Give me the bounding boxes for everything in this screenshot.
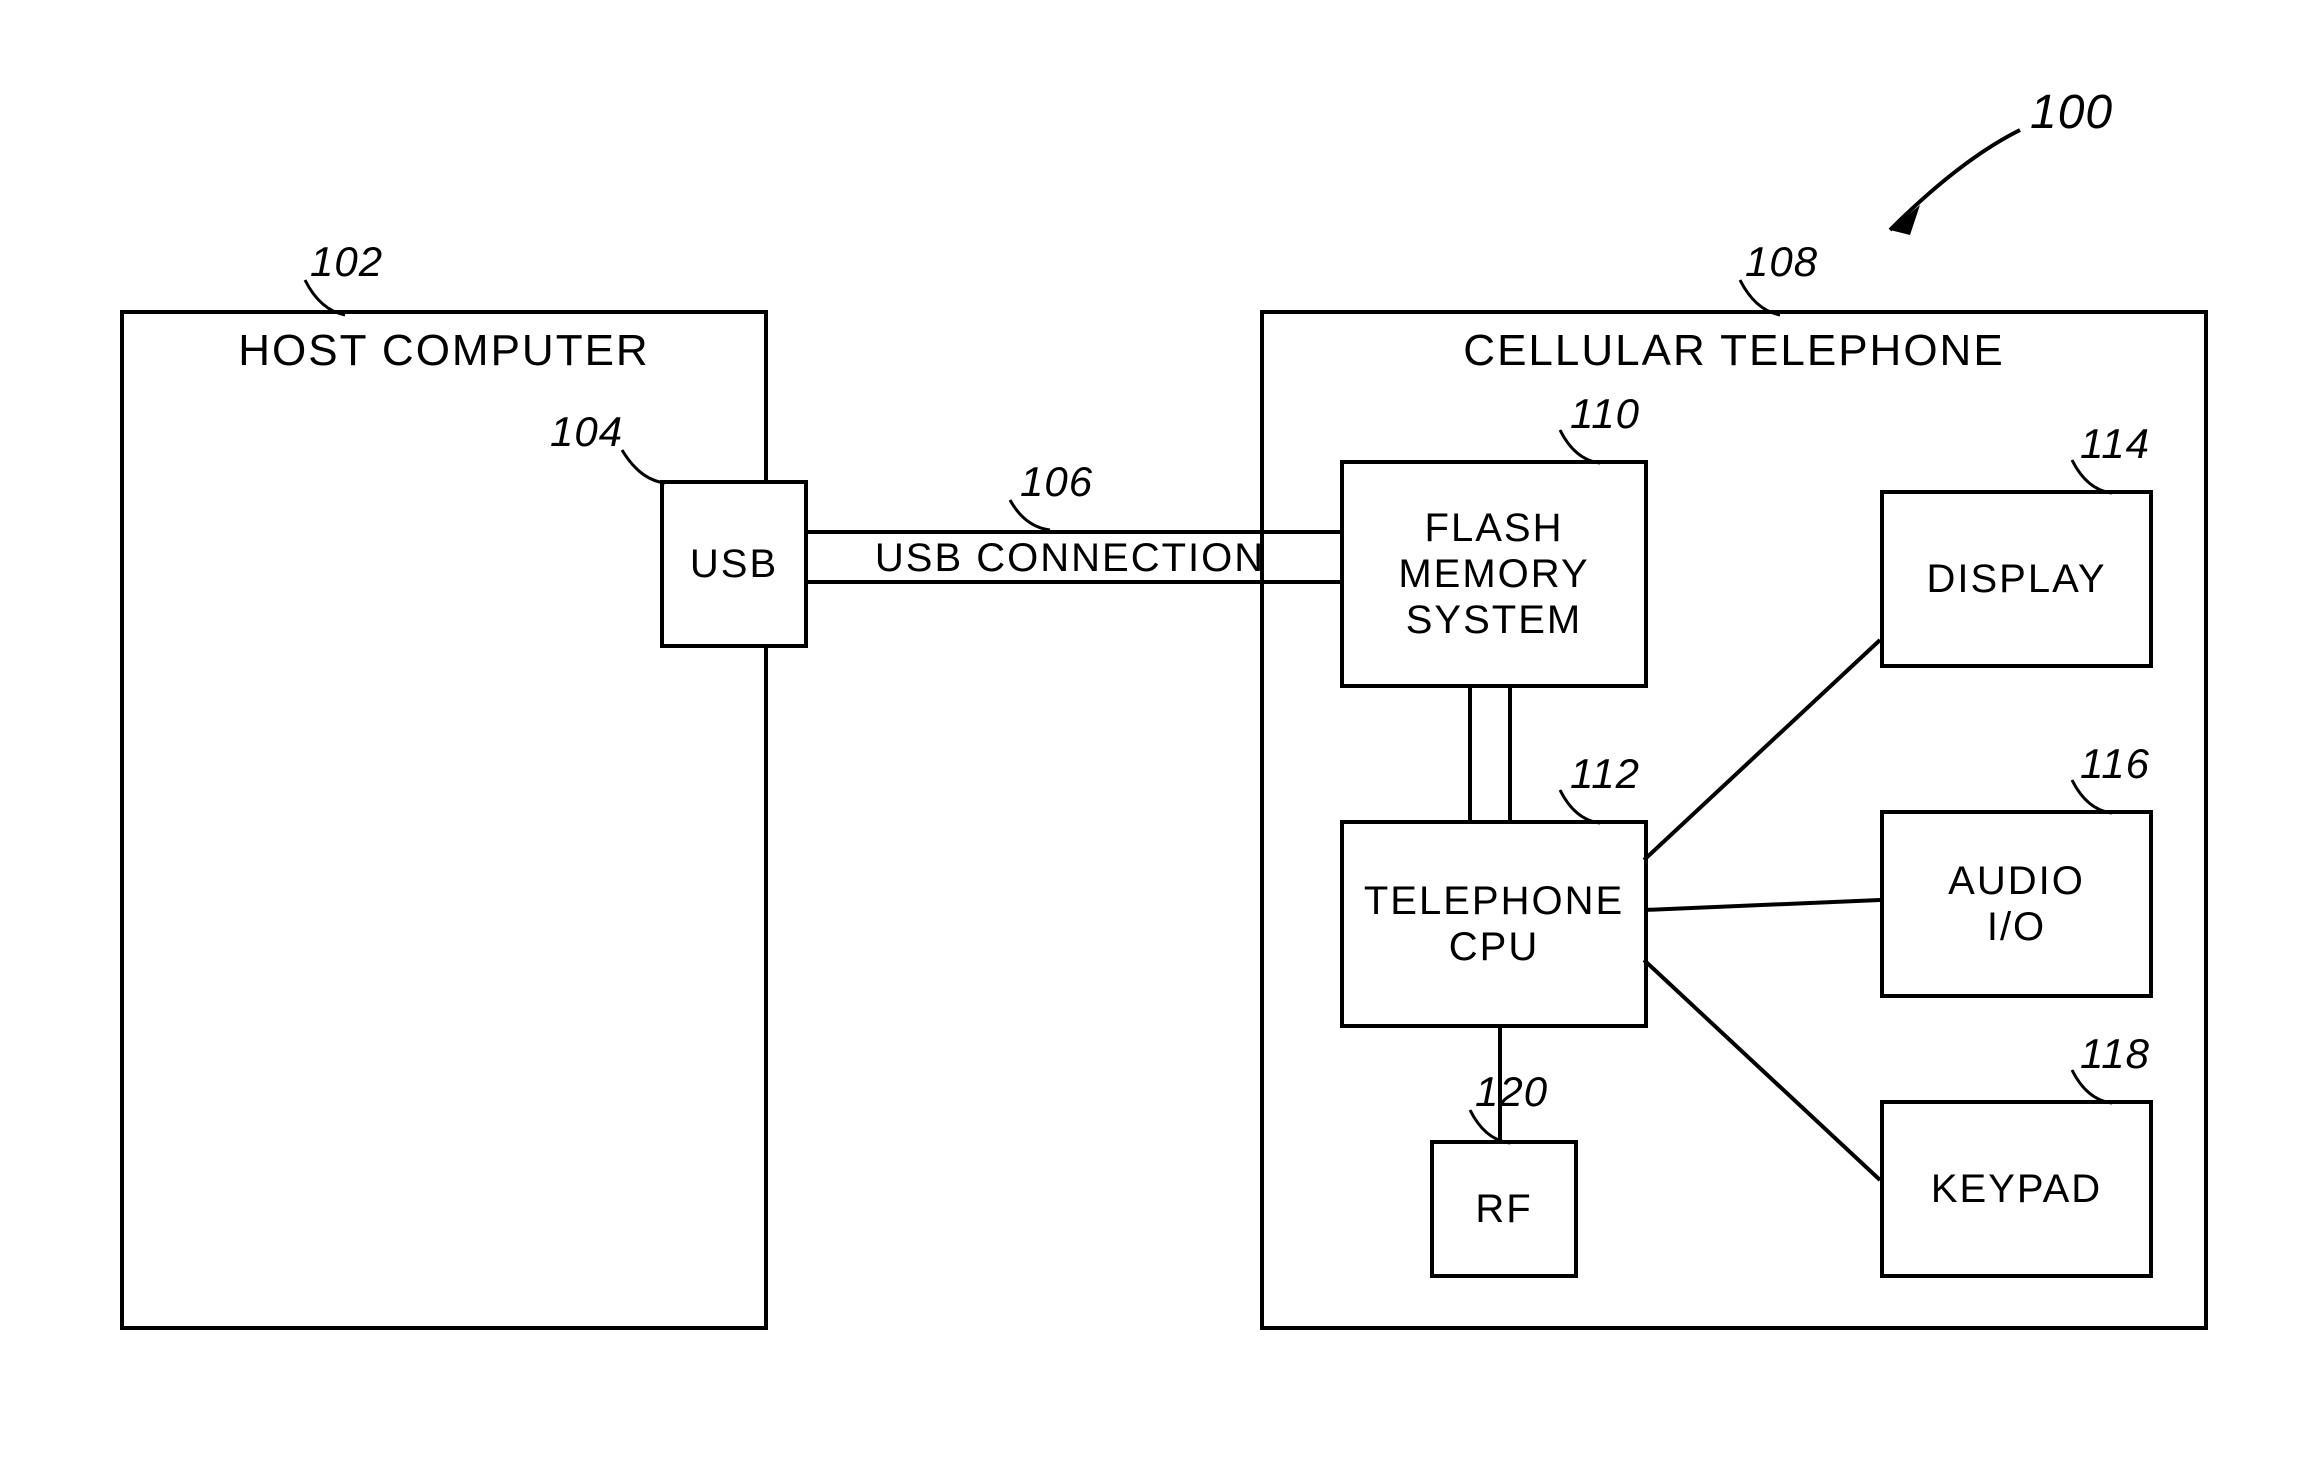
telephone-cpu-box: TELEPHONE CPU [1340,820,1648,1028]
display-label: DISPLAY [1927,557,2107,602]
usb-port-label: USB [690,542,778,587]
diagram-canvas: HOST COMPUTER CELLULAR TELEPHONE USB USB… [0,0,2312,1462]
ref-116: 116 [2080,740,2150,788]
host-computer-title: HOST COMPUTER [238,326,649,376]
ref-104: 104 [550,408,623,456]
rf-label: RF [1475,1187,1532,1232]
display-box: DISPLAY [1880,490,2153,668]
usb-port-box: USB [660,480,808,648]
keypad-box: KEYPAD [1880,1100,2153,1278]
flash-memory-box: FLASH MEMORY SYSTEM [1340,460,1648,688]
flash-memory-label: FLASH MEMORY SYSTEM [1398,505,1589,643]
audio-io-label: AUDIO I/O [1948,858,2085,950]
host-computer-box: HOST COMPUTER [120,310,768,1330]
telephone-cpu-label: TELEPHONE CPU [1364,878,1624,970]
audio-io-box: AUDIO I/O [1880,810,2153,998]
ref-110: 110 [1570,390,1640,438]
usb-connection-label: USB CONNECTION [820,536,1320,581]
ref-102: 102 [310,238,383,286]
ref-112: 112 [1570,750,1640,798]
keypad-label: KEYPAD [1931,1167,2102,1212]
ref-118: 118 [2080,1030,2150,1078]
ref-100: 100 [2030,85,2113,140]
ref-108: 108 [1745,238,1818,286]
ref-106: 106 [1020,458,1093,506]
ref-114: 114 [2080,420,2150,468]
ref-120: 120 [1475,1068,1548,1116]
rf-box: RF [1430,1140,1578,1278]
usb-connection-line-top [804,530,1340,534]
cellular-telephone-title: CELLULAR TELEPHONE [1463,326,2004,376]
